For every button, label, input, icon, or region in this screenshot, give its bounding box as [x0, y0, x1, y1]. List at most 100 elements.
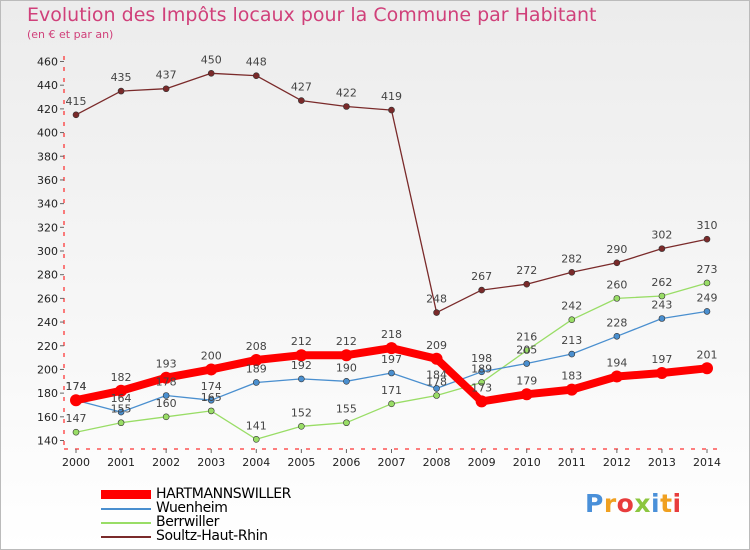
data-label-berrwiller: 147 — [66, 412, 87, 425]
data-point — [162, 392, 170, 399]
data-label-wuenheim: 189 — [246, 362, 267, 375]
data-label-hartmannswiller: 218 — [381, 328, 402, 341]
data-label-soultz-haut-rhin: 302 — [651, 229, 672, 242]
data-label-berrwiller: 242 — [561, 300, 582, 313]
data-label-hartmannswiller: 208 — [246, 340, 267, 353]
data-label-berrwiller: 155 — [111, 403, 132, 416]
data-point — [160, 371, 173, 384]
y-tick-label: 240 — [37, 316, 58, 329]
data-point — [252, 379, 260, 386]
y-tick-label: 300 — [37, 245, 58, 258]
data-label-berrwiller: 273 — [697, 263, 718, 276]
data-point — [343, 377, 350, 385]
data-point — [701, 362, 713, 375]
x-tick-label: 2009 — [468, 456, 496, 469]
y-tick-label: 160 — [37, 411, 58, 424]
legend-swatch-berrwiller — [101, 522, 151, 524]
series-hartmannswiller — [70, 342, 713, 408]
data-point — [295, 349, 308, 362]
logo-letter: i — [672, 489, 682, 518]
proxiti-logo: Proxiti — [585, 489, 682, 518]
x-tick-label: 2014 — [693, 456, 721, 469]
data-label-hartmannswiller: 212 — [291, 335, 312, 348]
data-label-hartmannswiller: 194 — [606, 357, 627, 370]
data-point — [162, 413, 170, 421]
data-label-soultz-haut-rhin: 310 — [697, 219, 718, 232]
data-point — [162, 85, 170, 93]
data-point — [117, 408, 125, 416]
y-tick-label: 440 — [37, 79, 58, 92]
data-point — [388, 369, 395, 377]
data-label-hartmannswiller: 174 — [66, 380, 87, 393]
x-tick-label: 2008 — [423, 456, 451, 469]
data-point — [433, 309, 440, 316]
data-point — [478, 379, 485, 386]
data-label-hartmannswiller: 212 — [336, 335, 357, 348]
data-point — [703, 308, 711, 315]
data-label-berrwiller: 178 — [426, 375, 447, 388]
data-label-soultz-haut-rhin: 435 — [111, 71, 132, 84]
y-tick-label: 200 — [37, 363, 58, 376]
data-label-soultz-haut-rhin: 419 — [381, 90, 402, 103]
data-label-soultz-haut-rhin: 437 — [156, 69, 177, 82]
x-tick-label: 2006 — [332, 456, 360, 469]
data-point — [523, 360, 531, 367]
data-label-wuenheim: 164 — [111, 392, 132, 405]
data-point — [72, 428, 80, 436]
data-label-hartmannswiller: 200 — [201, 349, 222, 362]
data-label-berrwiller: 155 — [336, 403, 357, 416]
y-tick-label: 260 — [37, 292, 58, 305]
data-point — [523, 280, 531, 288]
data-label-soultz-haut-rhin: 427 — [291, 81, 312, 94]
data-point — [703, 279, 711, 287]
x-tick-label: 2001 — [107, 456, 135, 469]
x-tick-label: 2010 — [513, 456, 541, 469]
data-label-hartmannswiller: 197 — [651, 353, 672, 366]
x-tick-label: 2013 — [648, 456, 676, 469]
x-tick-label: 2000 — [62, 456, 90, 469]
data-point — [658, 315, 666, 322]
data-point — [252, 72, 260, 80]
data-label-wuenheim: 213 — [561, 334, 582, 347]
legend-label-soultz-haut-rhin: Soultz-Haut-Rhin — [156, 528, 268, 544]
legend-swatch-soultz-haut-rhin — [101, 536, 151, 538]
y-tick-label: 140 — [37, 435, 58, 448]
data-label-wuenheim: 184 — [426, 368, 447, 381]
data-label-hartmannswiller: 193 — [156, 358, 177, 371]
data-label-hartmannswiller: 182 — [111, 371, 132, 384]
logo-letter: r — [603, 489, 617, 518]
data-point — [523, 347, 531, 354]
y-tick-label: 380 — [37, 150, 58, 163]
data-point — [658, 292, 666, 300]
data-point — [385, 342, 398, 355]
logo-letter: P — [585, 489, 604, 518]
data-point — [252, 436, 260, 443]
data-label-soultz-haut-rhin: 450 — [201, 53, 222, 66]
data-point — [70, 394, 82, 407]
logo-letter: o — [616, 489, 635, 518]
data-point — [207, 407, 215, 415]
data-label-hartmannswiller: 173 — [471, 381, 492, 394]
data-point — [72, 111, 80, 119]
data-label-soultz-haut-rhin: 422 — [336, 87, 357, 100]
data-point — [613, 332, 621, 340]
data-point — [115, 384, 128, 397]
data-point — [298, 422, 305, 430]
data-point — [388, 106, 395, 114]
series-berrwiller — [72, 279, 711, 443]
data-point — [568, 269, 576, 276]
data-label-wuenheim: 243 — [651, 299, 672, 312]
data-point — [478, 368, 485, 376]
data-label-wuenheim: 174 — [201, 380, 222, 393]
data-label-wuenheim: 190 — [336, 361, 357, 374]
data-point — [475, 395, 488, 408]
legend-label-hartmannswiller: HARTMANNSWILLER — [156, 486, 291, 502]
series-soultz-haut-rhin — [72, 70, 711, 316]
logo-letter: x — [634, 489, 651, 518]
data-point — [613, 295, 621, 302]
data-label-wuenheim: 228 — [606, 316, 627, 329]
data-point — [613, 259, 621, 267]
legend-swatch-wuenheim — [101, 508, 151, 510]
x-tick-label: 2003 — [197, 456, 225, 469]
